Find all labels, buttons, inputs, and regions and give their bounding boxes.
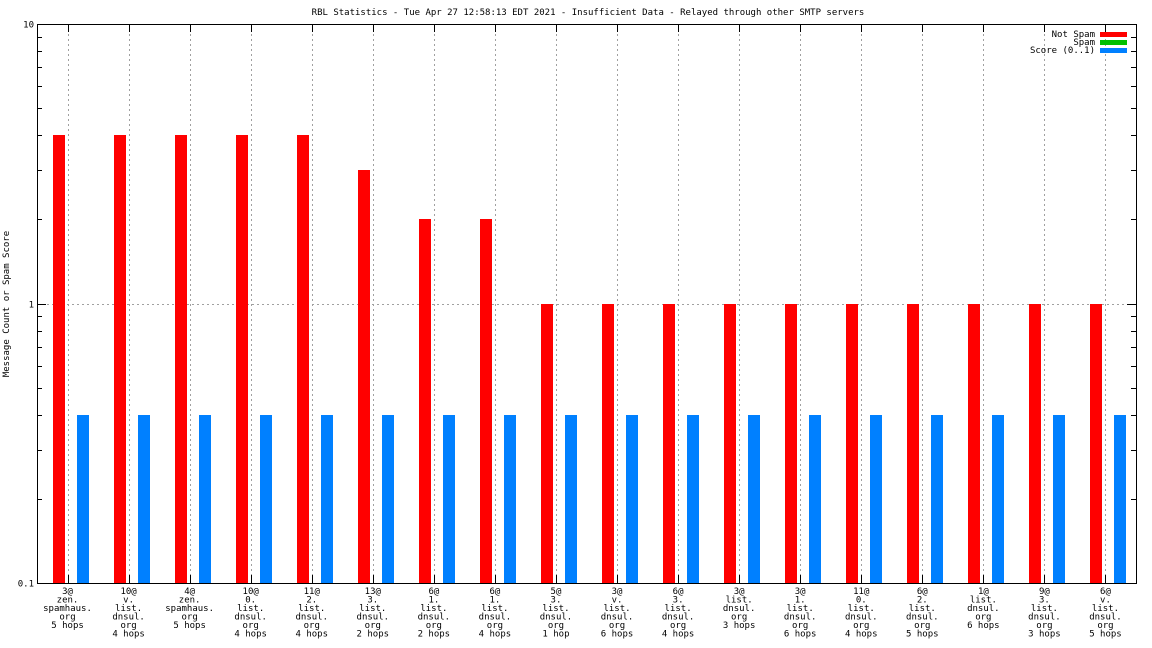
bar-not-spam [1029, 304, 1041, 583]
x-tick-label: 9@ 3. list. dnsul. org 3 hops [1028, 587, 1061, 640]
bar-score-0-1 [199, 415, 211, 583]
bar-score-0-1 [260, 415, 272, 583]
legend-swatch [1100, 48, 1127, 53]
bar-not-spam [297, 135, 309, 583]
x-tick-label: 4@ zen. spamhaus. org 5 hops [165, 587, 214, 631]
bar-not-spam [114, 135, 126, 583]
bar-not-spam [907, 304, 919, 583]
bar-score-0-1 [687, 415, 699, 583]
legend-label: Spam [1073, 38, 1095, 48]
x-tick-label: 3@ list. dnsul. org 3 hops [723, 587, 756, 631]
bar-series [53, 135, 1126, 583]
y-axis-label: Message Count or Spam Score [2, 231, 12, 377]
chart-title: RBL Statistics - Tue Apr 27 12:58:13 EDT… [312, 8, 865, 18]
x-tick-label: 6@ v. list. dnsul. org 5 hops [1089, 587, 1122, 640]
bar-score-0-1 [443, 415, 455, 583]
bar-score-0-1 [992, 415, 1004, 583]
y-tick-label: 1 [29, 301, 34, 311]
bar-not-spam [419, 219, 431, 583]
legend-swatch [1100, 40, 1127, 45]
bar-not-spam [663, 304, 675, 583]
x-tick-label: 6@ 1. list. dnsul. org 4 hops [479, 587, 512, 640]
bar-not-spam [236, 135, 248, 583]
bar-score-0-1 [138, 415, 150, 583]
bar-score-0-1 [504, 415, 516, 583]
x-tick-label: 1@ list. dnsul. org 6 hops [967, 587, 1000, 631]
bar-score-0-1 [748, 415, 760, 583]
bar-not-spam [480, 219, 492, 583]
bar-score-0-1 [382, 415, 394, 583]
bar-not-spam [1090, 304, 1102, 583]
legend-swatch [1100, 32, 1127, 37]
bar-not-spam [53, 135, 65, 583]
bar-not-spam [358, 170, 370, 583]
bar-score-0-1 [321, 415, 333, 583]
y-tick-label: 0.1 [18, 580, 34, 590]
bar-score-0-1 [1053, 415, 1065, 583]
x-tick-label: 6@ 3. list. dnsul. org 4 hops [662, 587, 695, 640]
bar-score-0-1 [809, 415, 821, 583]
x-tick-label: 3@ v. list. dnsul. org 6 hops [601, 587, 634, 640]
bar-score-0-1 [1114, 415, 1126, 583]
bar-not-spam [175, 135, 187, 583]
x-tick-label: 13@ 3. list. dnsul. org 2 hops [357, 587, 390, 640]
bar-not-spam [968, 304, 980, 583]
bar-score-0-1 [626, 415, 638, 583]
x-tick-label: 10@ 0. list. dnsul. org 4 hops [234, 587, 267, 640]
x-tick-label: 11@ 0. list. dnsul. org 4 hops [845, 587, 878, 640]
bar-not-spam [846, 304, 858, 583]
y-tick-label: 10 [23, 21, 34, 31]
x-tick-label: 6@ 2. list. dnsul. org 5 hops [906, 587, 939, 640]
y-tick-labels: 0.1 1 10 [18, 21, 34, 590]
x-tick-labels: 3@ zen. spamhaus. org 5 hops 10@ v. list. dnsul.… [43, 587, 1122, 640]
x-tick-label: 10@ v. list. dnsul. org 4 hops [112, 587, 145, 640]
bar-score-0-1 [565, 415, 577, 583]
bar-score-0-1 [77, 415, 89, 583]
bar-score-0-1 [931, 415, 943, 583]
x-tick-label: 5@ 3. list. dnsul. org 1 hop [540, 587, 573, 640]
x-tick-label: 11@ 2. list. dnsul. org 4 hops [295, 587, 328, 640]
bar-not-spam [724, 304, 736, 583]
legend-label: Not Spam [1052, 30, 1095, 40]
x-tick-label: 3@ zen. spamhaus. org 5 hops [43, 587, 92, 631]
grid-lines [37, 24, 1136, 583]
bar-score-0-1 [870, 415, 882, 583]
bar-not-spam [785, 304, 797, 583]
plot-frame [37, 24, 1137, 584]
bar-not-spam [602, 304, 614, 583]
x-tick-label: 6@ 1. list. dnsul. org 2 hops [418, 587, 451, 640]
legend-label: Score (0..1) [1030, 46, 1095, 56]
bar-not-spam [541, 304, 553, 583]
x-tick-label: 3@ 1. list. dnsul. org 6 hops [784, 587, 817, 640]
